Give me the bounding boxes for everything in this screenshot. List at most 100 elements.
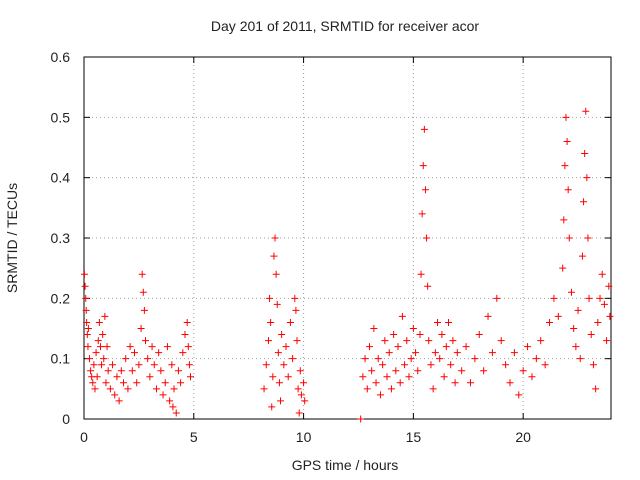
data-point-plus (471, 355, 479, 363)
data-point-plus (84, 343, 92, 351)
data-point-plus (585, 294, 593, 302)
data-point-plus (532, 355, 540, 363)
data-point-plus (445, 318, 453, 326)
data-point-plus (126, 343, 134, 351)
data-point-plus (284, 373, 292, 381)
data-point-plus (120, 379, 128, 387)
data-point-plus (598, 270, 606, 278)
data-point-plus (449, 337, 457, 345)
data-point-plus (138, 270, 146, 278)
data-point-plus (293, 337, 301, 345)
data-point-plus (271, 234, 279, 242)
data-point-plus (272, 270, 280, 278)
data-point-plus (379, 361, 387, 369)
data-point-plus (524, 343, 532, 351)
data-point-plus (506, 379, 514, 387)
data-point-plus (528, 373, 536, 381)
data-points (80, 107, 614, 423)
axis-ticks (83, 56, 611, 420)
data-point-plus (493, 294, 501, 302)
data-point-plus (291, 294, 299, 302)
data-point-plus (95, 318, 103, 326)
data-point-plus (137, 325, 145, 332)
plot-frame (83, 56, 612, 420)
data-point-plus (515, 391, 523, 399)
data-point-plus (567, 288, 575, 296)
data-point-plus (565, 234, 573, 242)
data-point-plus (383, 373, 391, 381)
data-point-plus (159, 391, 167, 399)
data-point-plus (103, 343, 111, 351)
data-point-plus (168, 361, 176, 369)
data-point-plus (150, 361, 158, 369)
data-point-plus (170, 385, 178, 393)
data-point-plus (412, 349, 420, 357)
data-point-plus (109, 361, 117, 369)
data-point-plus (357, 415, 365, 423)
data-point-plus (559, 264, 567, 272)
data-point-plus (581, 150, 589, 158)
data-point-plus (447, 361, 455, 369)
data-point-plus (436, 355, 444, 363)
data-point-plus (133, 379, 141, 387)
data-point-plus (83, 331, 91, 339)
data-point-plus (438, 331, 446, 339)
data-point-plus (550, 294, 558, 302)
data-point-plus (90, 361, 98, 369)
data-point-plus (418, 210, 426, 218)
data-point-plus (85, 355, 93, 363)
data-point-plus (146, 373, 154, 381)
data-point-plus (172, 409, 180, 417)
data-point-plus (124, 385, 132, 393)
data-point-plus (596, 294, 604, 302)
grid-lines (84, 57, 611, 419)
data-point-plus (387, 385, 395, 393)
data-point-plus (560, 216, 568, 224)
data-point-plus (140, 306, 148, 314)
data-point-plus (392, 367, 400, 375)
data-point-plus (488, 349, 496, 357)
data-point-plus (396, 379, 404, 387)
data-point-plus (100, 355, 108, 363)
data-point-plus (480, 367, 488, 375)
data-point-plus (184, 343, 192, 351)
data-point-plus (104, 367, 112, 375)
data-point-plus (554, 312, 562, 320)
data-point-plus (113, 373, 121, 381)
data-point-plus (425, 337, 433, 345)
data-point-plus (584, 234, 592, 242)
data-point-plus (131, 349, 139, 357)
data-point-plus (376, 391, 384, 399)
data-point-plus (270, 252, 278, 260)
data-point-plus (152, 385, 160, 393)
data-point-plus (282, 343, 290, 351)
data-point-plus (592, 385, 600, 393)
data-point-plus (294, 385, 302, 393)
data-point-plus (83, 318, 91, 326)
data-point-plus (510, 349, 518, 357)
data-point-plus (269, 373, 277, 381)
data-point-plus (594, 318, 602, 326)
data-point-plus (381, 337, 389, 345)
data-point-plus (157, 367, 165, 375)
data-point-plus (363, 385, 371, 393)
data-point-plus (416, 331, 424, 339)
x-tick-labels: 0 5 10 15 20 (80, 429, 531, 445)
data-point-plus (262, 361, 270, 369)
data-point-plus (99, 331, 107, 339)
data-point-plus (409, 325, 417, 332)
data-point-plus (385, 349, 393, 357)
data-point-plus (179, 349, 187, 357)
data-point-plus (278, 331, 286, 339)
data-point-plus (417, 270, 425, 278)
data-point-plus (582, 107, 590, 115)
data-point-plus (264, 337, 272, 345)
data-point-plus (390, 331, 398, 339)
x-tick-label: 10 (296, 429, 312, 445)
data-point-plus (562, 113, 570, 121)
data-point-plus (117, 367, 125, 375)
data-point-plus (606, 312, 614, 320)
data-point-plus (301, 397, 309, 405)
data-point-plus (183, 318, 191, 326)
data-point-plus (484, 312, 492, 320)
